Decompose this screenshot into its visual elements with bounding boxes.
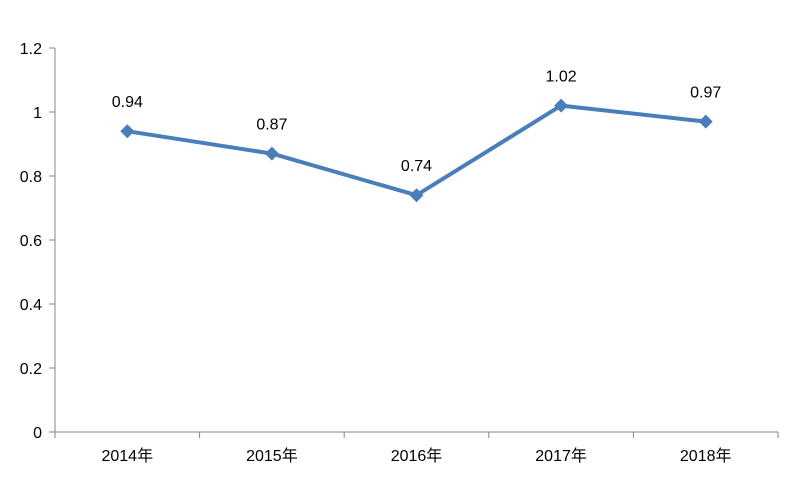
y-tick-label: 1.2 [20,41,42,58]
data-label: 0.74 [401,158,432,175]
y-tick-label: 1 [33,105,42,122]
data-point [120,124,135,139]
y-tick-label: 0.8 [20,169,42,186]
data-labels: 0.94 0.87 0.74 1.02 0.97 [112,69,722,176]
y-tick-label: 0.2 [20,361,42,378]
data-point [264,146,279,161]
y-tick-label: 0 [33,425,42,442]
y-tick-label: 0.6 [20,233,42,250]
series-group [120,98,713,203]
x-axis: 2014年 2015年 2016年 2017年 2018年 [54,431,779,465]
x-tick-label: 2014年 [101,447,153,465]
series-line [126,103,706,198]
data-label: 0.94 [112,94,143,111]
data-point [409,188,424,203]
x-tick-label: 2016年 [391,447,443,465]
x-tick-label: 2017年 [535,447,587,465]
x-tick-label: 2018年 [680,447,732,465]
data-point [554,98,569,113]
y-axis: 0 0.2 0.4 0.6 0.8 1 1.2 [20,41,56,442]
data-label: 1.02 [546,69,577,86]
data-point [698,114,713,129]
y-tick-label: 0.4 [20,297,42,314]
data-label: 0.97 [690,85,721,102]
x-tick-label: 2015年 [246,447,298,465]
data-label: 0.87 [256,117,287,134]
